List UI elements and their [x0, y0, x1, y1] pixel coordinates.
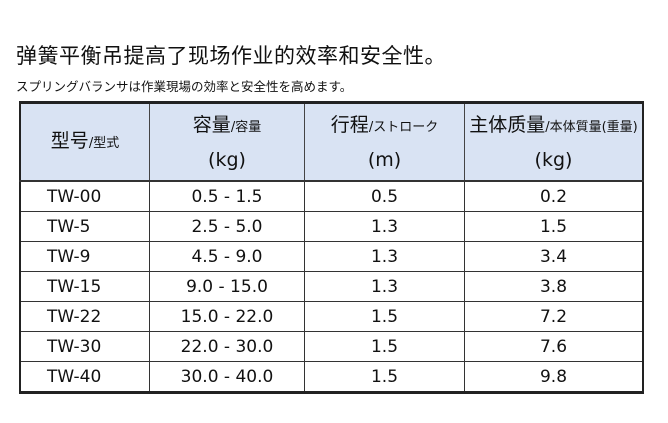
header-row: 型号/型式 容量/容量 (kg) 行程/ストローク (m) 主体质量/本体質量(重量… [19, 102, 644, 182]
cell-weight: 3.8 [464, 271, 644, 302]
cell-capacity: 2.5 - 5.0 [149, 211, 305, 242]
cell-model: TW-5 [19, 211, 150, 242]
cell-capacity: 9.0 - 15.0 [149, 271, 305, 302]
header-model: 型号/型式 [19, 102, 150, 182]
cell-weight: 1.5 [464, 211, 644, 242]
table-row: TW-15 9.0 - 15.0 1.3 3.8 [19, 271, 644, 302]
cell-stroke: 1.5 [304, 331, 465, 362]
table-row: TW-22 15.0 - 22.0 1.5 7.2 [19, 301, 644, 332]
cell-weight: 3.4 [464, 241, 644, 272]
table-row: TW-5 2.5 - 5.0 1.3 1.5 [19, 211, 644, 242]
cell-capacity: 22.0 - 30.0 [149, 331, 305, 362]
cell-capacity: 30.0 - 40.0 [149, 361, 305, 393]
page-subtitle: スプリングバランサは作業現場の効率と安全性を高めます。 [16, 79, 353, 94]
header-stroke: 行程/ストローク (m) [304, 102, 465, 182]
cell-stroke: 1.3 [304, 211, 465, 242]
cell-stroke: 1.5 [304, 361, 465, 393]
table-row: TW-00 0.5 - 1.5 0.5 0.2 [19, 180, 644, 212]
cell-model: TW-00 [19, 180, 150, 212]
cell-model: TW-40 [19, 361, 150, 393]
header-weight: 主体质量/本体質量(重量) (kg) [464, 102, 644, 182]
cell-stroke: 1.3 [304, 271, 465, 302]
table-row: TW-40 30.0 - 40.0 1.5 9.8 [19, 361, 644, 393]
cell-weight: 7.2 [464, 301, 644, 332]
header-capacity: 容量/容量 (kg) [149, 102, 305, 182]
table-row: TW-30 22.0 - 30.0 1.5 7.6 [19, 331, 644, 362]
cell-model: TW-30 [19, 331, 150, 362]
cell-model: TW-22 [19, 301, 150, 332]
cell-capacity: 0.5 - 1.5 [149, 180, 305, 212]
cell-capacity: 15.0 - 22.0 [149, 301, 305, 332]
cell-weight: 7.6 [464, 331, 644, 362]
page-title: 弹簧平衡吊提高了现场作业的效率和安全性。 [16, 44, 446, 68]
cell-stroke: 1.5 [304, 301, 465, 332]
cell-weight: 0.2 [464, 180, 644, 212]
cell-capacity: 4.5 - 9.0 [149, 241, 305, 272]
cell-stroke: 0.5 [304, 180, 465, 212]
cell-stroke: 1.3 [304, 241, 465, 272]
cell-model: TW-15 [19, 271, 150, 302]
spec-table: 型号/型式 容量/容量 (kg) 行程/ストローク (m) 主体质量/本体質量(重量… [19, 101, 644, 394]
cell-weight: 9.8 [464, 361, 644, 393]
table-row: TW-9 4.5 - 9.0 1.3 3.4 [19, 241, 644, 272]
cell-model: TW-9 [19, 241, 150, 272]
